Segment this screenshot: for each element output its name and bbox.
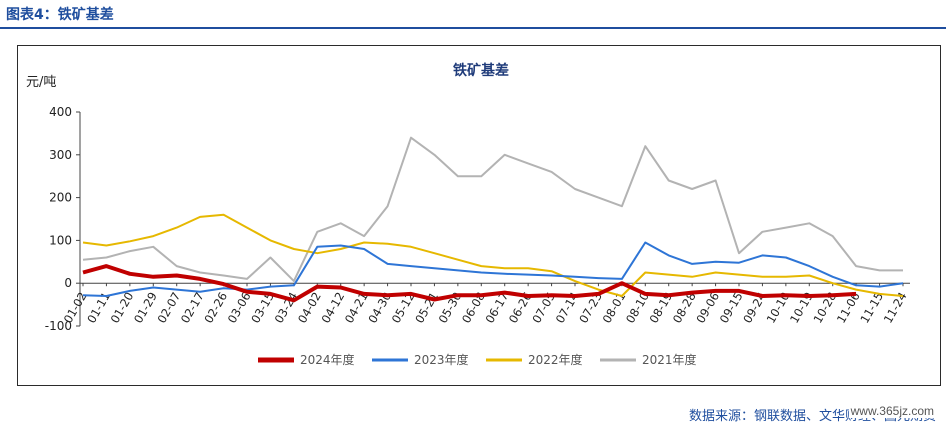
- y-axis-label: 元/吨: [26, 75, 56, 90]
- y-tick-label: 300: [49, 148, 72, 162]
- legend-label: 2022年度: [528, 352, 583, 367]
- y-tick-label: -100: [45, 319, 72, 333]
- chart-frame: [17, 45, 941, 386]
- legend-label: 2023年度: [414, 352, 469, 367]
- series-line-2021年度: [82, 136, 903, 283]
- y-tick-label: 400: [49, 105, 72, 119]
- series-line-2022年度: [82, 213, 904, 297]
- legend-label: 2024年度: [300, 352, 355, 367]
- y-tick-label: 200: [49, 191, 72, 205]
- watermark: www.365jz.com: [848, 404, 936, 418]
- series-line-2023年度: [82, 241, 904, 297]
- figure-label: 图表4：铁矿基差: [6, 7, 114, 23]
- title-rule: [0, 27, 946, 29]
- y-tick-label: 100: [49, 233, 72, 247]
- y-tick-label: 0: [64, 276, 72, 290]
- legend-label: 2021年度: [642, 352, 697, 367]
- chart-title: 铁矿基差: [453, 62, 509, 79]
- series-line-2024年度: [82, 264, 857, 303]
